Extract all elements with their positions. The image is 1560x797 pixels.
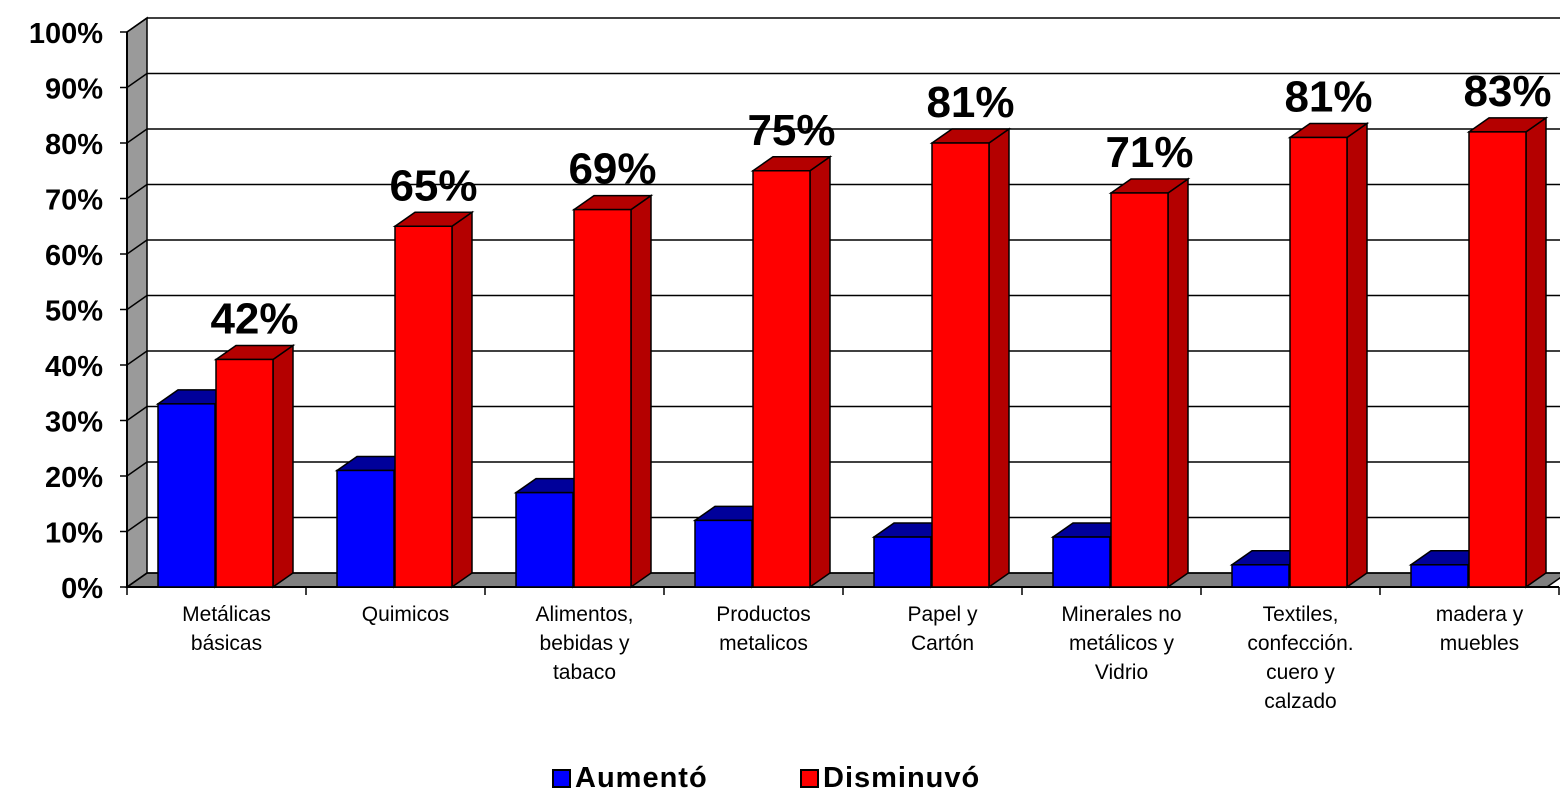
category-label: madera y muebles xyxy=(1436,603,1524,655)
data-label: 69% xyxy=(568,145,656,194)
y-tick-label: 90% xyxy=(45,74,103,106)
grid-line-diagonal xyxy=(126,461,148,477)
grid-line-diagonal xyxy=(126,572,148,588)
bar-side xyxy=(451,210,473,589)
bar-front xyxy=(873,536,932,588)
bar-Disminuvó-0 xyxy=(213,344,296,589)
y-tick-label: 50% xyxy=(45,296,103,328)
bar-Disminuvó-3 xyxy=(750,155,833,589)
category-label-line: Papel y xyxy=(907,603,978,626)
category-label-line: cuero y xyxy=(1266,661,1335,684)
category-label-line: Metálicas xyxy=(182,603,271,626)
category-label-line: metálicos y xyxy=(1069,632,1175,655)
bar-Disminuvó-5 xyxy=(1108,177,1191,589)
bar-front xyxy=(336,469,395,588)
grid-line-diagonal xyxy=(126,17,148,33)
category-label-line: Minerales no xyxy=(1061,603,1181,626)
grid-line-diagonal xyxy=(126,183,148,200)
bar-front xyxy=(215,358,274,588)
category-label-line: Textiles, xyxy=(1263,603,1339,626)
grid-line-diagonal xyxy=(126,128,148,144)
category-label: Minerales no metálicos y Vidrio xyxy=(1061,603,1181,684)
category-label-line: Alimentos, xyxy=(535,603,633,626)
legend-swatch-disminuvo xyxy=(800,769,819,788)
legend-item-disminuvo: Disminuvó xyxy=(800,762,980,795)
grid-line-diagonal xyxy=(126,72,148,89)
bar-front xyxy=(573,208,632,588)
y-tick-label: 100% xyxy=(29,18,103,50)
category-label: Textiles, confección. cuero y calzado xyxy=(1247,603,1353,713)
bar-front xyxy=(1231,564,1290,588)
y-tick-label: 0% xyxy=(61,573,103,605)
data-label: 81% xyxy=(926,78,1014,127)
bar-front xyxy=(1289,136,1348,588)
category-label: Alimentos, bebidas y tabaco xyxy=(535,603,633,684)
category-label: Metálicas básicas xyxy=(182,603,271,655)
bar-side xyxy=(1525,116,1547,589)
category-label-line: tabaco xyxy=(553,661,616,684)
category-label: Quimicos xyxy=(362,603,450,626)
bar-side xyxy=(809,155,831,589)
legend-label-disminuvo: Disminuvó xyxy=(823,762,981,794)
bar-front xyxy=(394,225,453,588)
grid-line-diagonal xyxy=(126,350,148,366)
bar-front xyxy=(931,142,990,588)
bar-side xyxy=(1346,122,1368,589)
bar-side xyxy=(630,194,652,589)
data-label: 65% xyxy=(389,161,477,210)
category-label-line: madera y xyxy=(1436,603,1524,626)
bar-side xyxy=(1167,177,1189,589)
y-tick-label: 70% xyxy=(45,185,103,217)
bar-Disminuvó-2 xyxy=(571,194,654,589)
category-label-line: confección. xyxy=(1247,632,1353,655)
y-tick-label: 80% xyxy=(45,129,103,161)
data-label: 71% xyxy=(1105,128,1193,177)
data-label: 83% xyxy=(1463,67,1551,116)
category-label-line: básicas xyxy=(191,632,262,655)
y-tick-label: 10% xyxy=(45,518,103,550)
category-label-line: Productos xyxy=(716,603,811,626)
grid-line-diagonal xyxy=(126,516,148,533)
data-label: 81% xyxy=(1284,72,1372,121)
category-label-line: Cartón xyxy=(911,632,974,655)
y-tick-label: 20% xyxy=(45,462,103,494)
bar-side xyxy=(272,344,294,589)
bar-front xyxy=(1410,564,1469,588)
bar-front xyxy=(515,491,574,588)
bar-side xyxy=(988,127,1010,589)
grid-line-diagonal xyxy=(126,405,148,422)
bar-Disminuvó-6 xyxy=(1287,122,1370,589)
grid-line-diagonal xyxy=(126,294,148,311)
category-label-line: Quimicos xyxy=(362,603,450,626)
bar-Disminuvó-1 xyxy=(392,210,475,589)
data-label: 42% xyxy=(210,294,298,343)
bar-front xyxy=(1110,192,1169,588)
y-tick-label: 60% xyxy=(45,240,103,272)
grid-line-diagonal xyxy=(126,239,148,255)
legend-item-aumento: Aumentó xyxy=(552,762,708,795)
data-label: 75% xyxy=(747,106,835,155)
bar-Disminuvó-4 xyxy=(929,127,1012,589)
bar-front xyxy=(1052,536,1111,588)
legend: Aumentó Disminuvó xyxy=(0,762,1560,796)
bar-front xyxy=(752,170,811,588)
bar-front xyxy=(694,519,753,588)
bar-front xyxy=(1468,131,1527,588)
bar-front xyxy=(157,403,216,588)
category-label: Papel y Cartón xyxy=(907,603,978,655)
category-label: Productos metalicos xyxy=(716,603,811,655)
category-label-line: metalicos xyxy=(719,632,808,655)
y-tick-label: 40% xyxy=(45,351,103,383)
legend-label-aumento: Aumentó xyxy=(575,762,708,794)
legend-swatch-aumento xyxy=(552,769,571,788)
category-label-line: calzado xyxy=(1264,690,1336,713)
category-label-line: muebles xyxy=(1440,632,1519,655)
category-label-line: Vidrio xyxy=(1095,661,1148,684)
y-tick-label: 30% xyxy=(45,407,103,439)
category-label-line: bebidas y xyxy=(540,632,630,655)
bar-Disminuvó-7 xyxy=(1466,116,1549,589)
